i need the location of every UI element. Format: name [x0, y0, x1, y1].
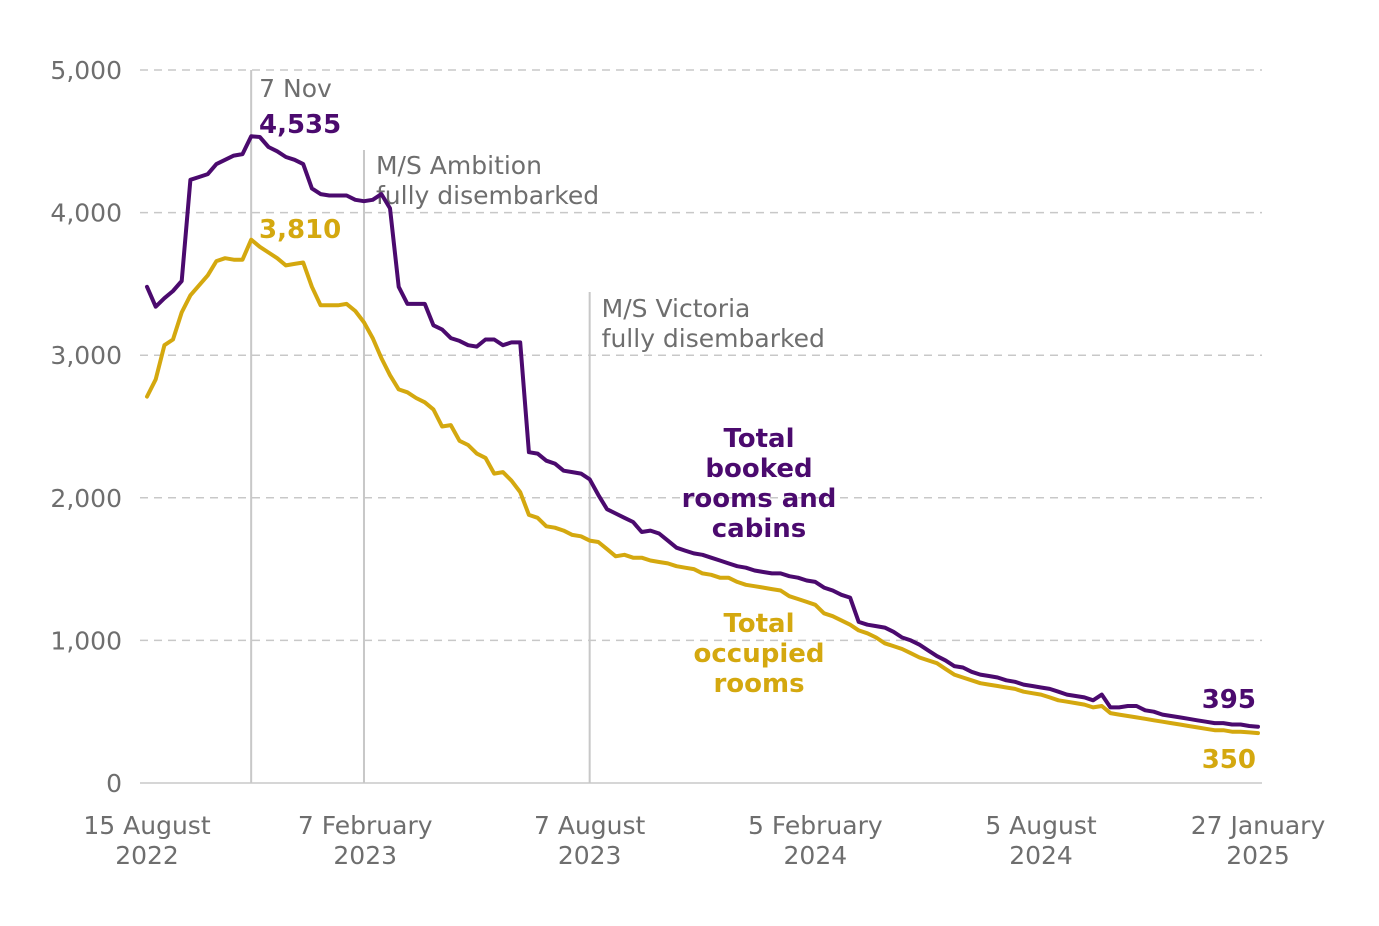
- x-tick-label-year: 2024: [784, 841, 848, 870]
- y-tick-label: 0: [106, 769, 122, 798]
- event-marker-label: M/S Ambition: [376, 151, 542, 180]
- series-label-booked: booked: [705, 454, 812, 484]
- y-tick-label: 4,000: [50, 199, 122, 228]
- series-label-booked: rooms and: [682, 484, 837, 514]
- series-label-occupied: occupied: [694, 639, 825, 669]
- x-tick-label: 5 February: [748, 811, 883, 840]
- event-marker-label: M/S Victoria: [602, 294, 751, 323]
- event-marker-label: fully disembarked: [602, 324, 825, 353]
- x-tick-label-year: 2024: [1009, 841, 1073, 870]
- peak-label-booked: 4,535: [259, 110, 341, 140]
- y-tick-label: 5,000: [50, 56, 122, 85]
- x-tick-label: 27 January: [1191, 811, 1326, 840]
- end-label-occupied: 350: [1202, 745, 1256, 775]
- x-tick-label-year: 2023: [558, 841, 622, 870]
- peak-label-occupied: 3,810: [259, 215, 341, 245]
- y-tick-label: 1,000: [50, 626, 122, 655]
- series-label-occupied: Total: [723, 609, 794, 639]
- x-tick-label-year: 2023: [333, 841, 397, 870]
- series-label-booked: cabins: [712, 514, 806, 544]
- y-tick-label: 3,000: [50, 341, 122, 370]
- event-marker-label: 7 Nov: [259, 74, 332, 103]
- end-label-booked: 395: [1202, 685, 1256, 715]
- x-tick-label: 5 August: [985, 811, 1097, 840]
- series-label-occupied: rooms: [713, 669, 804, 699]
- x-tick-label: 7 February: [298, 811, 433, 840]
- series-line-occupied: [145, 237, 1260, 736]
- y-axis: 0 1,000 2,000 3,000 4,000 5,000: [50, 56, 122, 798]
- gridlines: [140, 69, 1262, 784]
- x-tick-label-year: 2025: [1226, 841, 1290, 870]
- series-line-booked: [145, 134, 1260, 729]
- x-tick-label: 7 August: [534, 811, 646, 840]
- y-tick-label: 2,000: [50, 484, 122, 513]
- series-label-booked: Total: [723, 424, 794, 454]
- x-tick-label: 15 August: [83, 811, 210, 840]
- event-marker-label: fully disembarked: [376, 181, 599, 210]
- series-lines: [145, 134, 1260, 736]
- x-tick-label-year: 2022: [115, 841, 179, 870]
